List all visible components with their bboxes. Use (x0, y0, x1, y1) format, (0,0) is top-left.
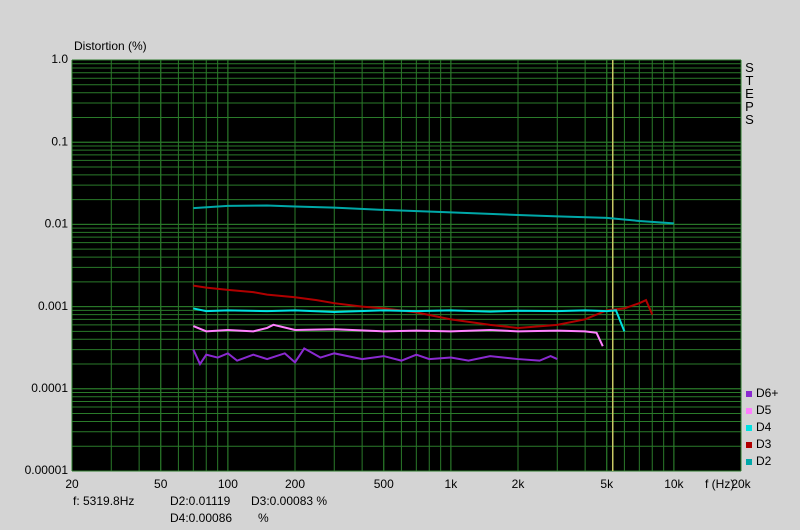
x-tick-label: 200 (285, 477, 305, 491)
legend-label: D3 (756, 437, 772, 451)
x-tick-label: 2k (512, 477, 526, 491)
x-tick-label: 1k (445, 477, 459, 491)
readout: D2:0.01119 (170, 494, 231, 508)
x-tick-label: 50 (154, 477, 168, 491)
plot-area (72, 60, 741, 471)
legend-swatch (746, 391, 752, 397)
legend-label: D5 (756, 403, 772, 417)
y-tick-label: 0.1 (51, 134, 68, 148)
readout: D4:0.00086 (170, 511, 232, 525)
x-tick-label: 10k (664, 477, 684, 491)
series-line (192, 323, 604, 347)
legend-label: D4 (756, 420, 772, 434)
y-tick-label: 0.00001 (25, 463, 69, 477)
legend-swatch (746, 425, 752, 431)
x-tick-label: 5k (600, 477, 614, 491)
x-axis-label: f (Hz) (705, 477, 734, 491)
readout: % (258, 511, 269, 525)
x-tick-label: 500 (374, 477, 394, 491)
legend-swatch (746, 459, 752, 465)
cursor-readout: f: 5319.8Hz (73, 494, 134, 508)
x-tick-label: 20k (731, 477, 751, 491)
y-tick-label: 0.0001 (31, 381, 68, 395)
side-label: STEPS (742, 60, 757, 125)
x-tick-label: 20 (65, 477, 79, 491)
legend-swatch (746, 442, 752, 448)
series-line (193, 204, 674, 225)
series-line (192, 347, 558, 367)
legend-label: D2 (756, 454, 772, 468)
y-axis-label: Distortion (%) (74, 39, 147, 53)
legend-swatch (746, 408, 752, 414)
y-tick-label: 0.01 (45, 217, 69, 231)
readout: D3:0.00083 % (251, 494, 327, 508)
series-line (193, 284, 654, 329)
legend-label: D6+ (756, 386, 778, 400)
y-tick-label: 0.001 (38, 299, 68, 313)
series-line (193, 307, 626, 332)
x-tick-label: 100 (218, 477, 238, 491)
y-tick-label: 1.0 (51, 52, 68, 66)
